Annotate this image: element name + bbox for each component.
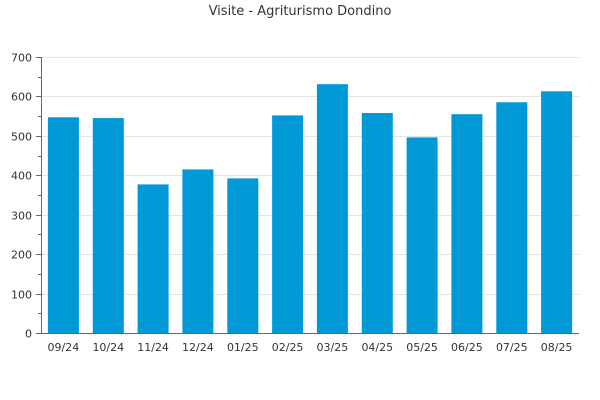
bar xyxy=(47,117,79,333)
x-tick-label: 10/24 xyxy=(92,341,124,354)
chart-title: Visite - Agriturismo Dondino xyxy=(208,4,392,19)
x-tick-label: 04/25 xyxy=(361,341,393,354)
bar xyxy=(227,178,259,333)
x-tick-label: 09/24 xyxy=(48,341,80,354)
x-tick-label: 03/25 xyxy=(317,341,349,354)
bars xyxy=(47,84,573,334)
x-tick-label: 05/25 xyxy=(406,341,438,354)
bar xyxy=(451,114,483,333)
y-tick-label: 400 xyxy=(11,170,32,183)
bar xyxy=(361,113,393,333)
y-tick-label: 600 xyxy=(11,91,32,104)
y-tick-label: 100 xyxy=(11,289,32,302)
x-tick-label: 02/25 xyxy=(272,341,304,354)
y-tick-label: 0 xyxy=(25,328,32,341)
bar xyxy=(406,137,438,333)
y-tick-label: 200 xyxy=(11,249,32,262)
bar xyxy=(92,118,124,333)
axes xyxy=(36,57,579,334)
x-tick-label: 12/24 xyxy=(182,341,214,354)
x-tick-label: 07/25 xyxy=(496,341,528,354)
gridlines xyxy=(41,57,579,295)
x-tick-label: 01/25 xyxy=(227,341,259,354)
bar xyxy=(316,84,348,333)
y-tick-label: 300 xyxy=(11,210,32,223)
bar xyxy=(541,91,573,333)
bar xyxy=(272,115,304,334)
bar xyxy=(496,102,528,333)
tick-labels: 0 100 200 300 400 500 600 700 09/24 10/24 11/24 12/… xyxy=(11,52,572,355)
bar xyxy=(137,184,169,333)
x-tick-label: 11/24 xyxy=(137,341,169,354)
y-tick-label: 700 xyxy=(11,52,32,65)
bar xyxy=(182,169,214,333)
y-tick-label: 500 xyxy=(11,131,32,144)
x-tick-label: 06/25 xyxy=(451,341,483,354)
x-tick-label: 08/25 xyxy=(541,341,573,354)
